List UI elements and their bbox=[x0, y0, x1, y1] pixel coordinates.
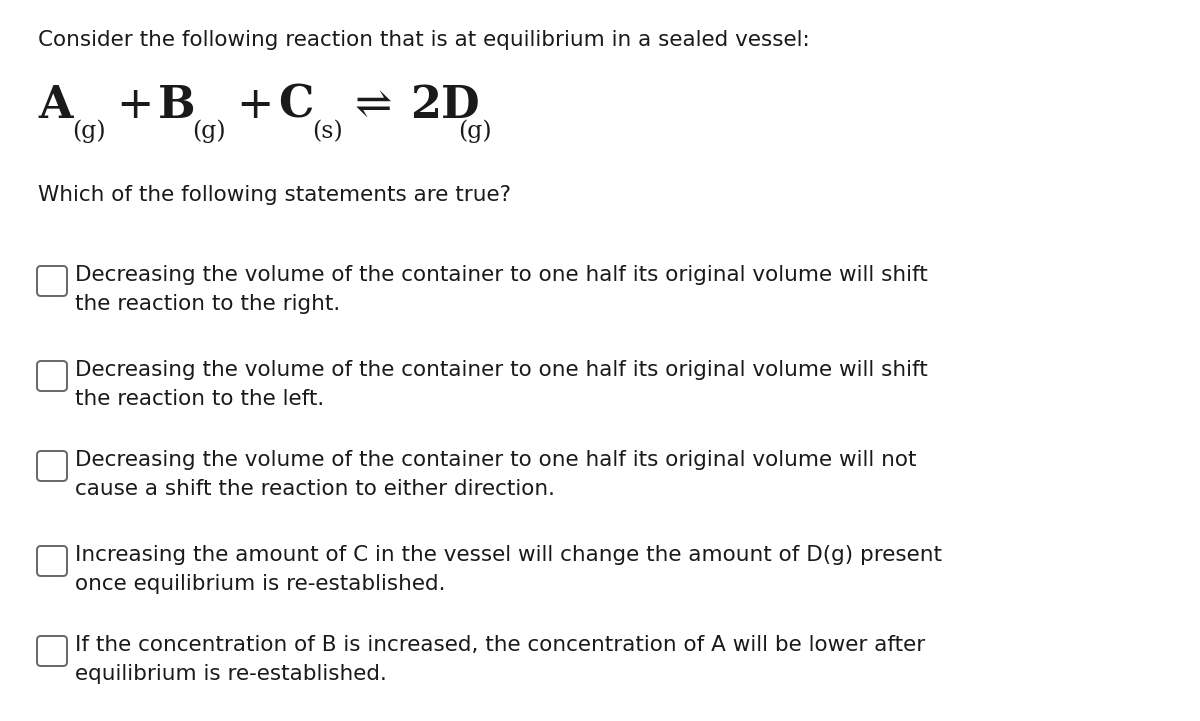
Text: (g): (g) bbox=[458, 120, 492, 143]
FancyBboxPatch shape bbox=[37, 546, 67, 576]
Text: Consider the following reaction that is at equilibrium in a sealed vessel:: Consider the following reaction that is … bbox=[38, 30, 810, 50]
Text: +: + bbox=[116, 84, 154, 127]
FancyBboxPatch shape bbox=[37, 361, 67, 391]
FancyBboxPatch shape bbox=[37, 266, 67, 296]
Text: Which of the following statements are true?: Which of the following statements are tr… bbox=[38, 185, 511, 205]
FancyBboxPatch shape bbox=[37, 636, 67, 666]
Text: B: B bbox=[158, 84, 196, 127]
Text: If the concentration of B is increased, the concentration of A will be lower aft: If the concentration of B is increased, … bbox=[74, 635, 925, 684]
Text: (s): (s) bbox=[312, 120, 343, 143]
Text: Decreasing the volume of the container to one half its original volume will shif: Decreasing the volume of the container t… bbox=[74, 265, 928, 314]
Text: (g): (g) bbox=[192, 120, 226, 143]
FancyBboxPatch shape bbox=[37, 451, 67, 481]
Text: +: + bbox=[236, 84, 274, 127]
Text: ⇌: ⇌ bbox=[354, 84, 391, 127]
Text: C: C bbox=[278, 84, 313, 127]
Text: (g): (g) bbox=[72, 120, 106, 143]
Text: Decreasing the volume of the container to one half its original volume will not
: Decreasing the volume of the container t… bbox=[74, 450, 917, 499]
Text: Decreasing the volume of the container to one half its original volume will shif: Decreasing the volume of the container t… bbox=[74, 360, 928, 409]
Text: Increasing the amount of C in the vessel will change the amount of D(g) present
: Increasing the amount of C in the vessel… bbox=[74, 545, 942, 594]
Text: A: A bbox=[38, 84, 72, 127]
Text: 2D: 2D bbox=[410, 84, 480, 127]
